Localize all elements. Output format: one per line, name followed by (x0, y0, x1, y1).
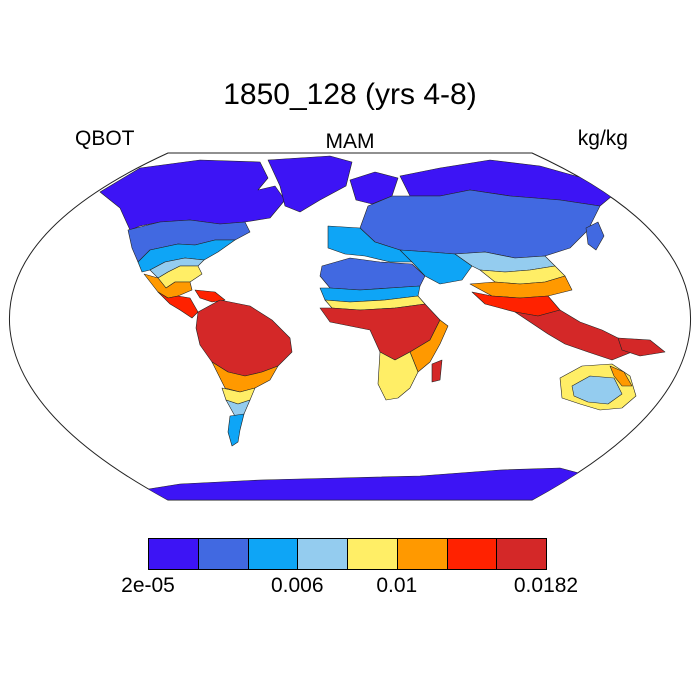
region-north-america-north (99, 159, 286, 231)
colorbar-box (247, 538, 299, 570)
colorbar-tick-label: 2e-05 (121, 574, 175, 597)
region-australia-pale (571, 375, 623, 405)
colorbar-box (396, 538, 448, 570)
region-middle-east (399, 249, 473, 285)
colorbar-tick-label: 0.0182 (513, 574, 579, 597)
region-south-america-south (227, 413, 245, 447)
colorbar-box (446, 538, 498, 570)
region-greenland (267, 155, 353, 213)
region-australia-orange (609, 365, 633, 387)
colorbar-box (197, 538, 249, 570)
colorbar-tick-label: 0.01 (376, 574, 418, 597)
region-japan (585, 221, 605, 251)
units-label: kg/kg (577, 127, 628, 150)
region-south-america-orange (211, 361, 279, 393)
variable-label: QBOT (75, 127, 135, 150)
region-east-africa-orange (409, 319, 449, 373)
colorbar-box (148, 538, 199, 570)
region-south-africa-yellow (377, 351, 419, 401)
region-antarctica (99, 467, 601, 500)
colorbar-box (297, 538, 348, 570)
plot-title: 1850_128 (yrs 4-8) (223, 78, 477, 111)
region-new-zealand (653, 403, 669, 427)
season-label: MAM (325, 130, 375, 153)
region-mediterranean (327, 225, 413, 263)
region-new-guinea (617, 337, 666, 357)
colorbar-box (347, 538, 398, 570)
region-south-america-pale (225, 399, 251, 419)
colorbar-box (496, 538, 547, 570)
colorbar-tick-label: 0.006 (270, 574, 324, 597)
region-madagascar (431, 359, 443, 383)
